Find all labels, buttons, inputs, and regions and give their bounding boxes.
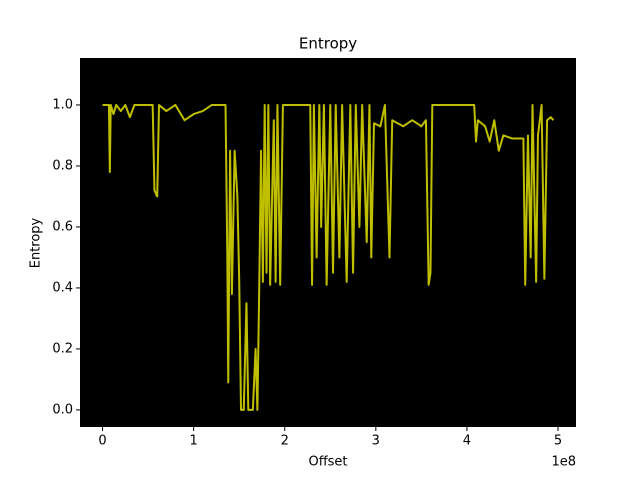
y-tick-label: 0.6 [52, 219, 73, 234]
x-tick-label: 1 [189, 434, 197, 449]
y-tick-label: 0.2 [52, 341, 73, 356]
y-tick-label: 1.0 [52, 97, 73, 112]
x-axis-label: Offset [308, 455, 347, 470]
x-offset-label: 1e8 [551, 455, 576, 470]
line-series [102, 103, 555, 411]
y-axis-label: Entropy [29, 217, 44, 268]
x-tick-label: 3 [372, 434, 380, 449]
x-tick-label: 0 [98, 434, 106, 449]
x-tick-label: 2 [281, 434, 289, 449]
x-tick-label: 5 [554, 434, 562, 449]
x-tick-label: 4 [463, 434, 471, 449]
y-tick-label: 0.8 [52, 158, 73, 173]
y-tick-label: 0.0 [52, 402, 73, 417]
y-tick-label: 0.4 [52, 280, 73, 295]
chart-title: Entropy [299, 35, 357, 53]
